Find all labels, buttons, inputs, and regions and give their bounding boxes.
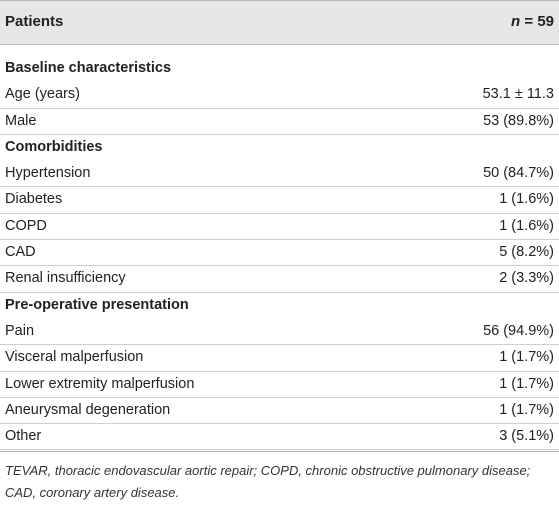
table-row: Lower extremity malperfusion 1 (1.7%) xyxy=(0,372,559,398)
table-row: Renal insufficiency 2 (3.3%) xyxy=(0,266,559,293)
section-heading: Pre-operative presentation xyxy=(5,296,189,313)
row-value: 1 (1.6%) xyxy=(499,217,554,234)
table-body: Baseline characteristics Age (years) 53.1 … xyxy=(0,56,559,451)
row-value: 3 (5.1%) xyxy=(499,428,554,445)
table-row: Aneurysmal degeneration 1 (1.7%) xyxy=(0,398,559,425)
row-value: 5 (8.2%) xyxy=(499,244,554,261)
row-value: 1 (1.7%) xyxy=(499,375,554,392)
table-row: Hypertension 50 (84.7%) xyxy=(0,161,559,188)
table-row: Diabetes 1 (1.6%) xyxy=(0,187,559,214)
row-label: COPD xyxy=(5,217,47,234)
section-row: Pre-operative presentation xyxy=(0,293,559,319)
row-value: 56 (94.9%) xyxy=(483,322,554,339)
row-value: 53 (89.8%) xyxy=(483,112,554,129)
row-label: Other xyxy=(5,428,42,445)
table-row: CAD 5 (8.2%) xyxy=(0,240,559,267)
row-label: Pain xyxy=(5,322,35,339)
table-bottom-rule xyxy=(0,451,559,452)
row-label: CAD xyxy=(5,244,36,261)
row-label: Male xyxy=(5,112,37,129)
row-label: Diabetes xyxy=(5,191,63,208)
row-value: 2 (3.3%) xyxy=(499,270,554,287)
row-label: Hypertension xyxy=(5,165,91,182)
row-value: 1 (1.7%) xyxy=(499,401,554,418)
header-n: n = 59 xyxy=(511,13,554,30)
row-label: Lower extremity malperfusion xyxy=(5,375,195,392)
section-row: Comorbidities xyxy=(0,135,559,161)
table-row: Age (years) 53.1 ± 11.3 xyxy=(0,82,559,109)
table-row: Pain 56 (94.9%) xyxy=(0,319,559,346)
row-value: 1 (1.6%) xyxy=(499,191,554,208)
row-value: 50 (84.7%) xyxy=(483,165,554,182)
header-n-value: = 59 xyxy=(520,13,554,30)
row-value: 53.1 ± 11.3 xyxy=(482,86,554,103)
row-label: Aneurysmal degeneration xyxy=(5,401,171,418)
row-label: Age (years) xyxy=(5,86,80,103)
table-footnote: TEVAR, thoracic endovascular aortic repa… xyxy=(5,463,531,500)
table-row: COPD 1 (1.6%) xyxy=(0,214,559,241)
row-label: Renal insufficiency xyxy=(5,270,126,287)
table-header: Patients n = 59 xyxy=(0,0,559,45)
section-heading: Comorbidities xyxy=(5,138,103,155)
header-n-variable: n xyxy=(511,13,521,30)
header-patients: Patients xyxy=(5,13,64,30)
section-heading: Baseline characteristics xyxy=(5,60,172,76)
table-row: Visceral malperfusion 1 (1.7%) xyxy=(0,345,559,372)
section-row: Baseline characteristics xyxy=(0,56,559,82)
table-row: Other 3 (5.1%) xyxy=(0,424,559,451)
row-label: Visceral malperfusion xyxy=(5,349,144,366)
table-row: Male 53 (89.8%) xyxy=(0,109,559,135)
row-value: 1 (1.7%) xyxy=(499,349,554,366)
